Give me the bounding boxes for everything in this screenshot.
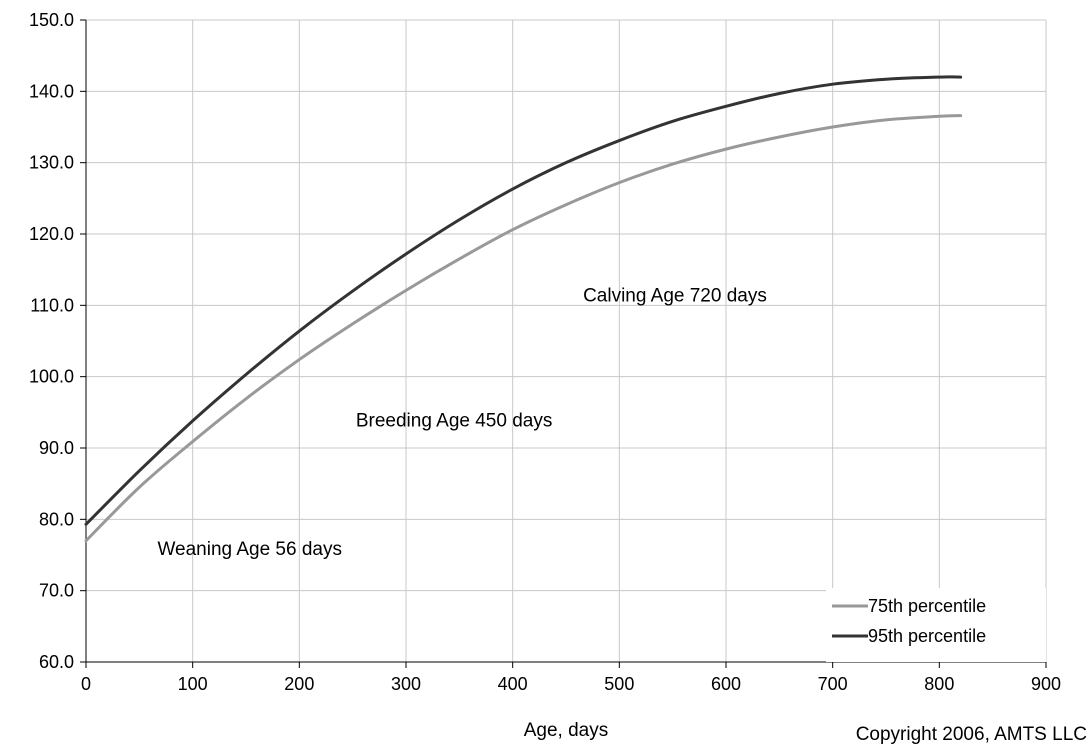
x-tick-label: 0: [81, 674, 91, 694]
legend: 75th percentile 95th percentile: [826, 588, 1046, 662]
series-lines: [84, 75, 963, 543]
x-tick-label: 100: [178, 674, 208, 694]
x-tick-label: 800: [924, 674, 954, 694]
axes: 0 100 200 300 400 500 600 700 800 900 60.0 70.0 80.0…: [29, 10, 1061, 694]
y-tick-label: 110.0: [30, 295, 74, 315]
annotation-label: Breeding Age 450 days: [356, 410, 553, 431]
y-tick-label: 80.0: [39, 509, 74, 529]
x-tick-label: 600: [711, 674, 741, 694]
x-tick-label: 300: [391, 674, 421, 694]
annotation-label: Calving Age 720 days: [583, 286, 767, 307]
legend-label: 75th percentile: [868, 596, 986, 616]
y-tick-label: 60.0: [39, 652, 74, 672]
series-line-95th-percentile: [84, 75, 963, 526]
x-tick-label: 900: [1031, 674, 1061, 694]
series-line-75th-percentile: [84, 114, 963, 543]
x-tick-label: 700: [818, 674, 848, 694]
y-tick-label: 120.0: [29, 224, 74, 244]
legend-box: [826, 588, 1046, 662]
y-tick-label: 100.0: [29, 367, 74, 387]
x-axis-title: Age, days: [524, 720, 609, 741]
y-tick-label: 70.0: [39, 581, 74, 601]
y-tick-label: 150.0: [29, 10, 74, 30]
y-tick-label: 90.0: [39, 438, 74, 458]
legend-label: 95th percentile: [868, 626, 986, 646]
x-tick-label: 400: [498, 674, 528, 694]
x-tick-label: 500: [604, 674, 634, 694]
annotation-label: Weaning Age 56 days: [157, 539, 342, 560]
x-tick-label: 200: [284, 674, 314, 694]
y-tick-label: 140.0: [29, 81, 74, 101]
y-tick-label: 130.0: [29, 153, 74, 173]
annotations: Weaning Age 56 days Breeding Age 450 days…: [157, 286, 766, 560]
copyright-footer: Copyright 2006, AMTS LLC: [856, 724, 1087, 745]
grid: [86, 19, 1047, 662]
